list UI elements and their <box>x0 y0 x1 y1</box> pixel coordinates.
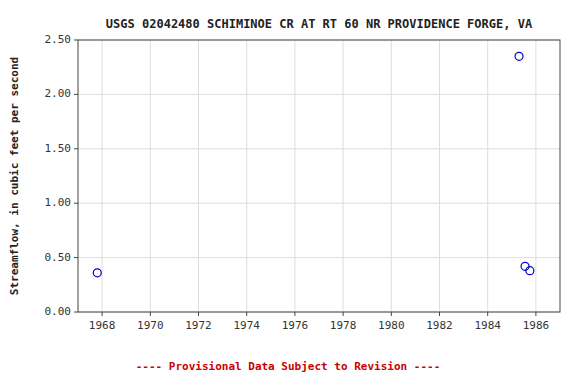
title: USGS 02042480 SCHIMINOE CR AT RT 60 NR P… <box>106 17 533 31</box>
point <box>515 52 523 60</box>
tick-label: 1968 <box>89 319 116 332</box>
tick <box>391 312 392 316</box>
tick <box>535 312 536 316</box>
tick <box>246 312 247 316</box>
tick-label: 1.00 <box>45 196 72 209</box>
grid-line <box>150 40 151 312</box>
annotation: ---- Provisional Data Subject to Revisio… <box>136 360 441 373</box>
grid-line <box>246 40 247 312</box>
tick <box>74 148 78 149</box>
tick-label: 1982 <box>426 319 453 332</box>
tick <box>198 312 199 316</box>
tick <box>74 312 78 313</box>
tick-label: 1970 <box>137 319 164 332</box>
grid-line <box>102 40 103 312</box>
grid-line <box>439 40 440 312</box>
tick <box>74 257 78 258</box>
tick <box>294 312 295 316</box>
tick <box>150 312 151 316</box>
tick-label: 1972 <box>185 319 212 332</box>
point <box>521 262 529 270</box>
tick-label: 1974 <box>233 319 260 332</box>
chart: 0.00 0.50 1.00 1.50 2.00 2.50 1968 1970 1972 1974… <box>0 0 576 384</box>
tick-label: 1976 <box>282 319 309 332</box>
tick <box>439 312 440 316</box>
tick <box>487 312 488 316</box>
tick-label: 0.00 <box>45 305 72 318</box>
grid-line <box>535 40 536 312</box>
tick-label: 2.50 <box>45 33 72 46</box>
points <box>93 52 534 277</box>
tick <box>74 94 78 95</box>
plot-frame <box>78 40 560 312</box>
y-axis-label: Streamflow, in cubic feet per second <box>8 57 21 295</box>
grid-line <box>343 40 344 312</box>
grid <box>78 40 560 312</box>
grid-line <box>391 40 392 312</box>
tick-label: 1.50 <box>45 142 72 155</box>
background <box>0 0 576 384</box>
tick-label: 0.50 <box>45 251 72 264</box>
tick-label: 1980 <box>378 319 405 332</box>
tick-label: 1986 <box>523 319 550 332</box>
tick-label: 1984 <box>474 319 501 332</box>
axes: 0.00 0.50 1.00 1.50 2.00 2.50 1968 1970 1972 1974… <box>45 33 561 332</box>
grid-line <box>294 40 295 312</box>
tick <box>74 40 78 41</box>
point <box>526 267 534 275</box>
grid-line <box>198 40 199 312</box>
grid-line <box>487 40 488 312</box>
page: {"chart_data": { "type": "scatter", "tit… <box>0 0 576 384</box>
tick <box>102 312 103 316</box>
tick-label: 1978 <box>330 319 357 332</box>
tick <box>343 312 344 316</box>
tick-label: 2.00 <box>45 87 72 100</box>
point <box>93 269 101 277</box>
tick <box>74 203 78 204</box>
